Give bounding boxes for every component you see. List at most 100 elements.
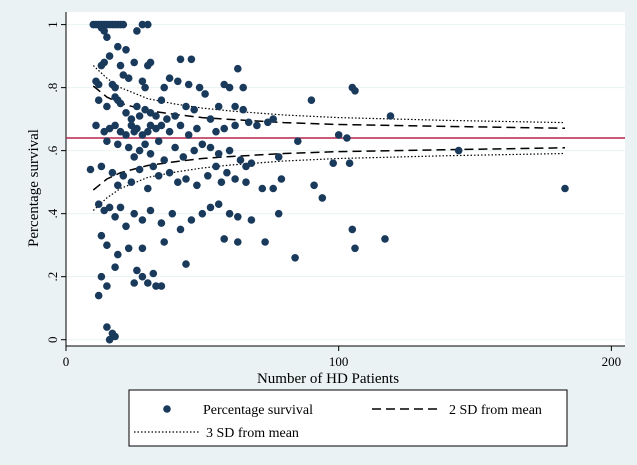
axes: 0 .2 .4 .6 .8 1 0 100 200 [45, 12, 625, 369]
data-point [152, 282, 160, 290]
data-point [198, 209, 207, 218]
data-point [138, 20, 147, 29]
3sd-upper-line [92, 65, 566, 124]
data-point [261, 238, 269, 246]
data-point [146, 206, 155, 215]
data-point [135, 165, 144, 174]
2sd-upper-line [92, 85, 566, 130]
data-point [174, 178, 182, 186]
data-point [163, 115, 171, 123]
data-point [133, 102, 141, 111]
data-point [201, 90, 209, 98]
data-point [97, 162, 106, 171]
data-point [138, 244, 147, 253]
data-point [135, 146, 144, 155]
data-point [454, 146, 463, 155]
data-point [165, 127, 174, 136]
data-point [351, 244, 359, 253]
data-point [116, 127, 125, 136]
data-point [144, 127, 152, 136]
data-point [103, 282, 111, 290]
data-point [133, 27, 141, 35]
data-point [146, 109, 155, 117]
data-point [291, 253, 299, 262]
data-point [138, 77, 147, 86]
data-point [174, 77, 182, 86]
data-point [269, 115, 278, 123]
y-tick-label: .2 [45, 272, 60, 282]
data-point [152, 112, 160, 120]
data-point [160, 156, 168, 164]
data-point [114, 42, 122, 51]
data-point [193, 181, 201, 190]
data-point [154, 137, 163, 145]
data-point [269, 184, 278, 193]
data-point [239, 105, 247, 114]
data-point [307, 96, 316, 104]
data-point [253, 121, 261, 130]
data-point [182, 175, 190, 183]
data-point [103, 33, 111, 41]
data-point [274, 209, 283, 218]
data-point [127, 178, 136, 186]
data-point [206, 203, 215, 212]
data-point [351, 87, 359, 95]
data-point [348, 225, 357, 234]
data-point [97, 24, 106, 32]
data-point [176, 225, 185, 234]
data-point [105, 203, 114, 212]
data-points [86, 20, 569, 344]
data-point [214, 150, 223, 158]
data-point [247, 216, 256, 224]
data-point [114, 181, 122, 190]
data-point [149, 269, 158, 278]
data-point [144, 20, 152, 29]
data-point [184, 131, 193, 139]
x-axis-title: Number of HD Patients [257, 371, 399, 387]
y-tick-label: 1 [45, 21, 60, 28]
data-point [108, 168, 117, 177]
data-point [144, 184, 152, 193]
data-point [179, 153, 188, 161]
data-point [133, 124, 141, 133]
data-point [182, 260, 190, 268]
data-point [223, 168, 231, 177]
data-point [133, 266, 141, 275]
data-point [149, 162, 158, 171]
data-point [231, 121, 239, 130]
data-point [127, 121, 136, 130]
data-point [105, 52, 114, 60]
data-point [127, 115, 136, 123]
data-point [234, 238, 242, 246]
data-point [204, 172, 212, 180]
data-point [130, 209, 138, 218]
data-point [94, 200, 103, 208]
data-point [187, 216, 196, 224]
sd-bands [92, 65, 566, 211]
data-point [236, 156, 245, 164]
data-point [294, 137, 302, 145]
data-point [94, 291, 103, 300]
data-point [97, 231, 106, 240]
data-point [122, 222, 130, 231]
data-point [165, 168, 174, 177]
data-point [92, 121, 100, 130]
data-point [168, 209, 177, 218]
data-point [141, 83, 149, 92]
data-point [97, 272, 106, 281]
data-point [184, 80, 193, 89]
data-point [130, 58, 138, 67]
data-point [122, 46, 130, 54]
data-point [124, 143, 133, 152]
data-point [171, 112, 179, 120]
y-tick-label: .4 [45, 208, 60, 218]
x-tick-label: 100 [329, 354, 349, 369]
data-point [157, 219, 166, 227]
data-point [130, 153, 138, 161]
data-point [244, 118, 253, 127]
data-point [176, 55, 185, 64]
y-tick-label: 0 [45, 336, 60, 343]
data-point [94, 96, 103, 104]
y-tick-label: .6 [45, 145, 60, 155]
